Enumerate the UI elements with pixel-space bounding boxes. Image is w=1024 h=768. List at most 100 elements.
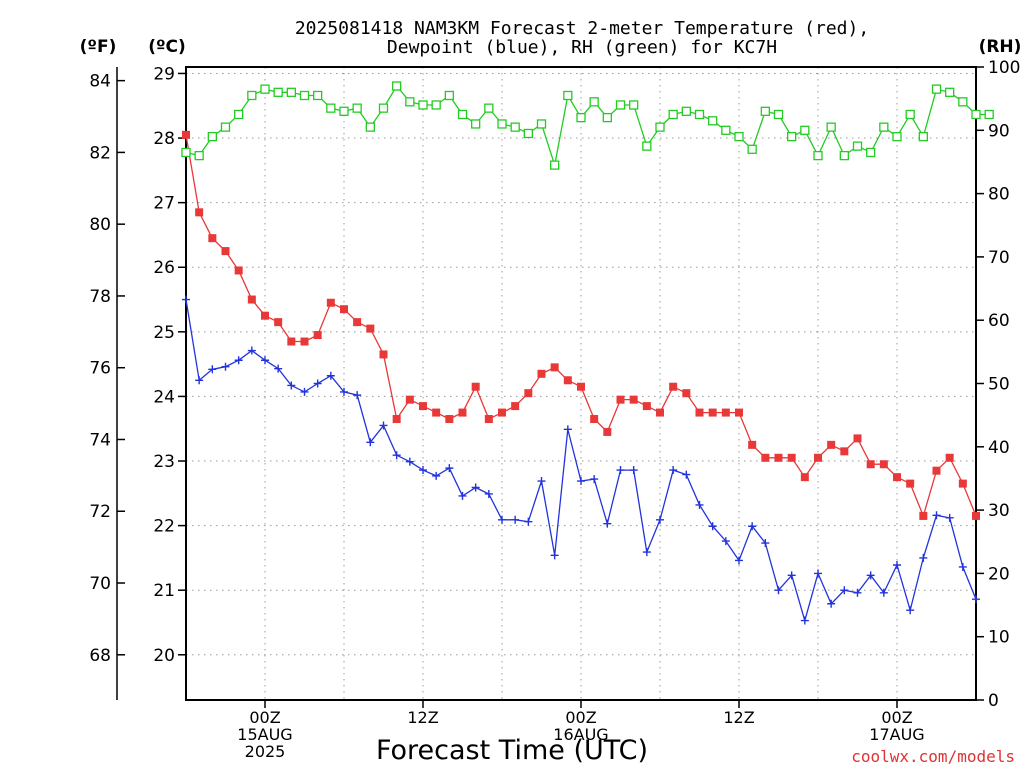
temperature-point <box>669 382 678 391</box>
fahrenheit-tick-label: 82 <box>89 143 111 163</box>
temperature-point <box>840 447 849 456</box>
temperature-point <box>721 408 730 417</box>
rh-tick-label: 10 <box>988 628 1010 648</box>
rh-point <box>892 131 902 142</box>
celsius-tick-label: 25 <box>153 323 175 343</box>
dewpoint-point <box>893 561 901 570</box>
temperature-point <box>945 453 954 462</box>
celsius-unit-label: (ºC) <box>148 37 186 57</box>
temperature-point <box>366 324 375 333</box>
rh-point <box>800 125 810 135</box>
rh-point <box>365 122 375 132</box>
x-tick-label: 00Z <box>881 708 912 727</box>
rh-tick-label: 70 <box>988 248 1010 268</box>
x-tick-label: 16AUG <box>553 725 608 744</box>
x-tick-label: 00Z <box>565 708 596 727</box>
celsius-tick-label: 26 <box>153 258 175 278</box>
fahrenheit-tick-label: 84 <box>89 72 111 92</box>
rh-point <box>694 109 705 120</box>
dewpoint-point <box>340 387 348 396</box>
rh-point <box>220 122 231 132</box>
celsius-tick-label: 21 <box>153 581 175 601</box>
dewpoint-point <box>458 491 467 500</box>
rh-point <box>273 87 283 97</box>
dewpoint-point <box>234 356 243 365</box>
dewpoint-point <box>195 376 204 385</box>
temperature-point <box>642 402 651 411</box>
x-tick-label: 12Z <box>723 708 754 727</box>
celsius-tick-label: 24 <box>153 387 175 407</box>
dewpoint-point <box>300 387 309 396</box>
rh-point <box>721 125 731 135</box>
dewpoint-point <box>432 471 441 480</box>
rh-point <box>313 90 323 101</box>
chart-title-line-2: Dewpoint (blue), RH (green) for KC7H <box>387 37 777 58</box>
temperature-point <box>866 460 875 469</box>
temperature-point <box>800 473 809 482</box>
dewpoint-point <box>879 588 888 597</box>
fahrenheit-tick-label: 70 <box>89 574 111 594</box>
dewpoint-point <box>774 586 783 595</box>
rh-point <box>550 160 560 170</box>
rh-point <box>629 100 639 110</box>
rh-tick-label: 90 <box>988 121 1010 141</box>
dewpoint-point <box>629 466 638 475</box>
rh-point <box>484 103 494 113</box>
rh-point <box>194 150 204 161</box>
dewpoint-point <box>366 438 375 447</box>
dewpoint-point <box>827 599 836 608</box>
x-tick-label: 15AUG <box>237 725 292 744</box>
dewpoint-point <box>287 381 296 390</box>
temperature-point <box>682 389 691 398</box>
rh-point <box>602 112 612 123</box>
rh-point <box>536 119 547 129</box>
rh-point <box>918 131 928 142</box>
dewpoint-point <box>353 391 362 400</box>
rh-point <box>589 97 599 107</box>
temperature-point <box>577 382 585 391</box>
temperature-point <box>695 408 704 417</box>
celsius-tick-label: 29 <box>153 64 175 84</box>
temperature-point <box>458 408 467 417</box>
temperature-point <box>958 479 967 488</box>
dewpoint-point <box>550 551 559 560</box>
rh-point <box>418 100 428 110</box>
rh-point <box>444 90 454 101</box>
x-axis-label: Forecast Time (UTC) <box>376 735 648 766</box>
rh-point <box>247 90 257 101</box>
dewpoint-point <box>208 365 217 374</box>
rh-point <box>708 116 718 126</box>
dewpoint-point <box>484 489 493 498</box>
axes: 84 82 80 78 76 74 72 70 68 29 28 27 26 25 24 23 22 21 20 10… <box>89 58 1020 761</box>
dewpoint-point <box>274 364 283 373</box>
rh-point <box>510 122 520 132</box>
temperature-point <box>340 305 348 314</box>
x-tick-label: 17AUG <box>869 725 924 744</box>
rh-point <box>299 90 310 101</box>
temperature-point <box>616 395 625 404</box>
rh-point <box>879 122 889 132</box>
temperature-point <box>893 473 901 482</box>
rh-tick-label: 30 <box>988 501 1010 521</box>
temperature-point <box>471 382 480 391</box>
rh-point <box>760 106 770 116</box>
rh-point <box>655 122 665 132</box>
dewpoint-point <box>748 522 757 531</box>
temperature-point <box>261 311 269 320</box>
dewpoint-point <box>840 586 849 595</box>
dewpoint-point <box>972 595 980 604</box>
rh-point <box>563 90 573 101</box>
rh-point <box>457 109 468 120</box>
fahrenheit-unit-label: (ºF) <box>80 37 117 57</box>
temperature-point <box>392 415 401 424</box>
chart-title-line-1: 2025081418 NAM3KM Forecast 2-meter Tempe… <box>295 18 869 39</box>
rh-point <box>787 131 797 142</box>
rh-point <box>852 141 863 151</box>
temperature-point <box>629 395 638 404</box>
data-series <box>181 81 994 625</box>
temperature-point <box>590 415 599 424</box>
dewpoint-point <box>932 511 941 520</box>
rh-point <box>576 112 586 123</box>
temperature-point <box>498 408 506 417</box>
temperature-point <box>774 453 783 462</box>
